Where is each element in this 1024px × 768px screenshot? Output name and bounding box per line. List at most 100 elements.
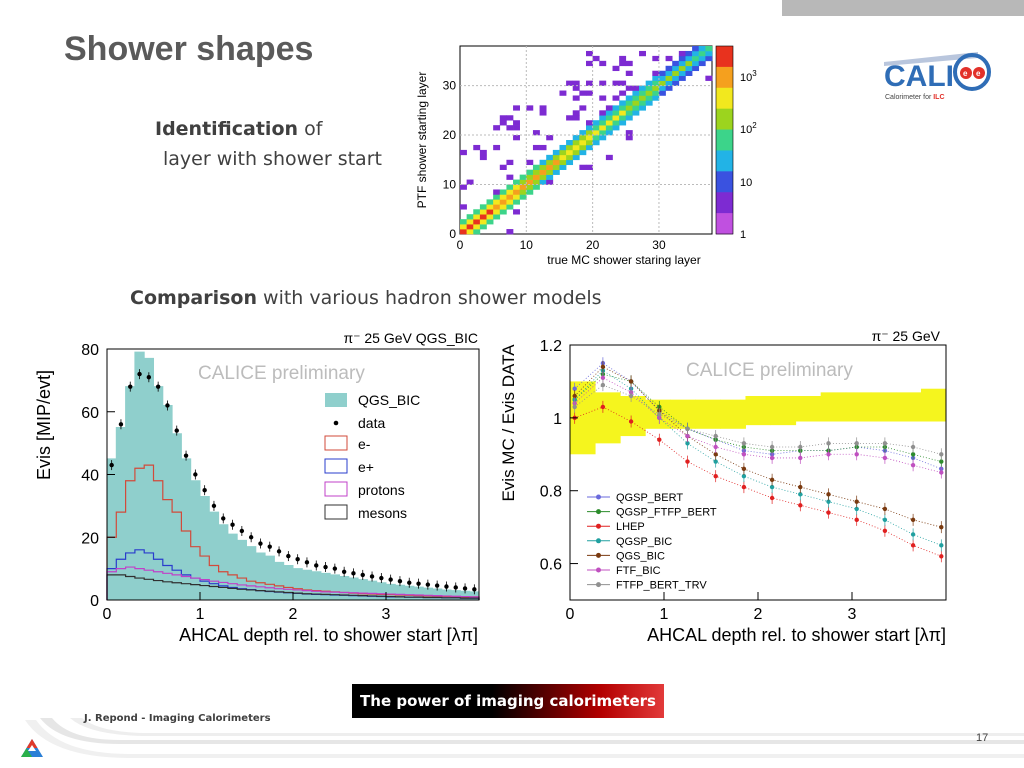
colorbar-tick: 103 bbox=[740, 69, 757, 84]
heatmap-cell bbox=[466, 214, 474, 220]
heatmap-cell bbox=[592, 125, 600, 131]
data-point bbox=[379, 575, 384, 581]
mesons-line bbox=[106, 574, 480, 600]
heatmap-cell bbox=[586, 60, 593, 67]
heatmap-cell bbox=[579, 140, 587, 146]
heatmap-cell bbox=[546, 164, 554, 170]
series-ftfp-bert-trv bbox=[572, 379, 944, 461]
heatmap-colorbar bbox=[715, 45, 734, 235]
comparison-rest: with various hadron shower models bbox=[257, 287, 602, 309]
heatmap-cell bbox=[639, 95, 646, 101]
colorbar-segment bbox=[716, 66, 733, 89]
heatmap-cell bbox=[665, 80, 673, 86]
hist-ytick: 40 bbox=[81, 468, 99, 485]
heatmap-cell bbox=[586, 80, 593, 86]
argonne-triangle-icon bbox=[21, 739, 43, 757]
data-point bbox=[128, 384, 133, 389]
heatmap-cell bbox=[506, 159, 514, 166]
series-point bbox=[854, 517, 859, 523]
legend-marker bbox=[596, 523, 601, 529]
heatmap-cell bbox=[605, 125, 613, 131]
legend-label: QGS_BIC bbox=[616, 550, 665, 562]
heatmap-cell bbox=[619, 90, 627, 96]
heatmap-cell bbox=[539, 105, 547, 111]
series-point bbox=[600, 375, 606, 380]
heatmap-cell bbox=[692, 50, 700, 57]
heatmap-cell bbox=[479, 224, 487, 230]
legend-swatch-qgsbic bbox=[325, 393, 347, 407]
logo-tagline: Calorimeter for ILC bbox=[885, 94, 945, 101]
heatmap-cell bbox=[639, 90, 646, 96]
data-point bbox=[388, 577, 393, 582]
legend-swatch-eminus bbox=[324, 435, 348, 451]
heatmap-cell bbox=[519, 184, 527, 190]
heatmap-cell bbox=[493, 144, 501, 151]
heatmap-cell bbox=[678, 70, 686, 76]
series-point bbox=[657, 412, 662, 417]
heatmap-cell bbox=[493, 204, 501, 210]
heatmap-cell bbox=[586, 120, 593, 126]
ratio-xtick: 2 bbox=[754, 606, 763, 623]
heatmap-cell bbox=[645, 85, 653, 91]
band-segment bbox=[670, 399, 696, 429]
heatmap-cell bbox=[639, 50, 646, 57]
heatmap-cell bbox=[625, 100, 633, 106]
colorbar-segment bbox=[716, 87, 733, 110]
watermark: CALICE preliminary bbox=[198, 363, 365, 384]
data-point bbox=[118, 422, 124, 427]
logo-swoosh-icon bbox=[884, 52, 978, 66]
heatmap-cell bbox=[639, 105, 646, 111]
data-point bbox=[416, 581, 421, 586]
heatmap-cell bbox=[526, 169, 534, 175]
slide-title: Shower shapes bbox=[64, 30, 314, 68]
data-point bbox=[221, 516, 226, 521]
heatmap-cell bbox=[605, 154, 613, 161]
legend-marker bbox=[596, 582, 601, 588]
series-point bbox=[826, 492, 831, 497]
heatmap-cell bbox=[499, 199, 507, 205]
heatmap-cell bbox=[499, 115, 507, 121]
heatmap-cell bbox=[579, 135, 587, 141]
heatmap-cell bbox=[665, 75, 673, 81]
heatmap-cell bbox=[678, 55, 686, 62]
heatmap-cell bbox=[493, 189, 501, 195]
heatmap-cell bbox=[692, 65, 700, 72]
heatmap-cell bbox=[612, 110, 620, 116]
series-point bbox=[600, 364, 606, 370]
heatmap-cell bbox=[698, 46, 706, 52]
data-point bbox=[258, 541, 263, 546]
heatmap-cell bbox=[625, 60, 633, 67]
series-point bbox=[882, 441, 888, 446]
heatmap-cell bbox=[546, 179, 554, 185]
band-segment bbox=[745, 396, 772, 426]
heatmap-cell bbox=[652, 70, 660, 76]
heatmap-cell bbox=[586, 140, 593, 146]
heatmap-cell bbox=[519, 179, 527, 185]
heatmap-cell bbox=[705, 50, 713, 57]
heatmap-cell bbox=[466, 219, 474, 225]
footer-author: J. Repond - Imaging Calorimeters bbox=[84, 713, 271, 724]
data-point bbox=[341, 569, 347, 574]
heatmap-cell bbox=[499, 204, 507, 210]
heatmap-cell bbox=[586, 164, 593, 170]
heatmap-ytick: 0 bbox=[449, 227, 456, 241]
heatmap-cell bbox=[658, 75, 666, 81]
heatmap-cell bbox=[513, 105, 520, 111]
heatmap-cell bbox=[672, 75, 680, 81]
comparison-bold: Comparison bbox=[130, 287, 257, 309]
heatmap-cell bbox=[672, 65, 680, 72]
heatmap-cell bbox=[546, 174, 554, 180]
heatmap-cell bbox=[705, 55, 713, 62]
heatmap-cell bbox=[473, 229, 481, 235]
heatmap-cell bbox=[572, 80, 580, 86]
legend-label: QGSP_FTFP_BERT bbox=[616, 507, 717, 519]
heatmap-cell bbox=[705, 75, 713, 81]
top-accent-bar bbox=[782, 0, 1024, 16]
ratio-ytick: 1 bbox=[553, 411, 562, 428]
heatmap-cell bbox=[526, 105, 534, 111]
heatmap-cell bbox=[586, 90, 593, 96]
series-point bbox=[882, 455, 888, 461]
heatmap-cell bbox=[559, 144, 567, 151]
heatmap-cell bbox=[506, 204, 514, 210]
heatmap-cell bbox=[658, 90, 666, 96]
